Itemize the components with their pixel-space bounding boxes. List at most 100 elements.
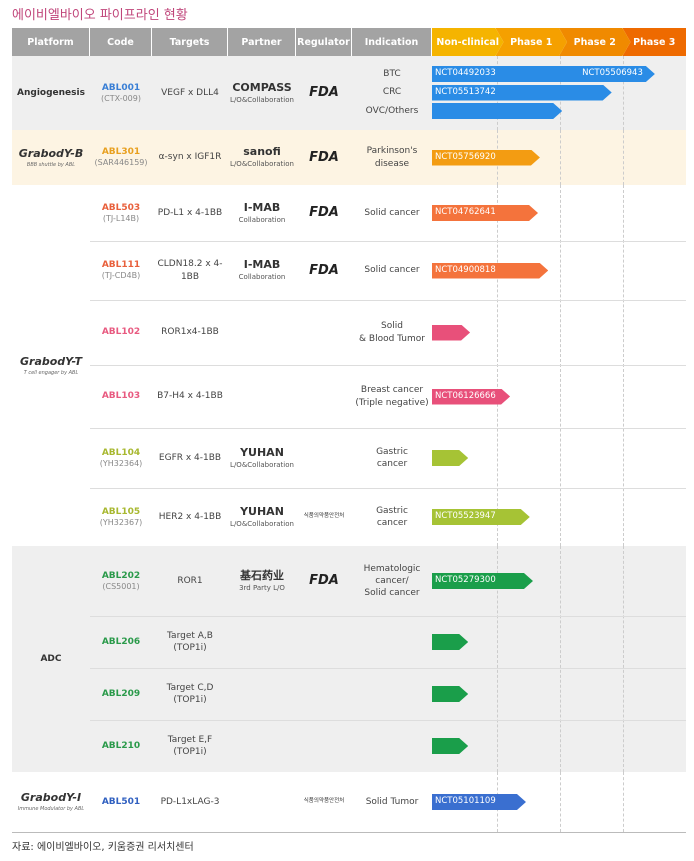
cell: ROR1x4-1BB xyxy=(152,300,228,365)
platform-sub: BBB shuttle by ABL xyxy=(26,161,76,168)
regulator: FDA xyxy=(309,205,339,221)
text-line: Angiogenesis xyxy=(17,87,85,98)
cell: Parkinson's disease xyxy=(352,130,432,185)
text-line: Target E,F xyxy=(167,734,213,745)
text-line: Solid cancer xyxy=(364,207,420,218)
cell: 基石药业 3rd Party L/O xyxy=(228,546,296,616)
bar: NCT05513742 xyxy=(432,85,612,101)
code: ABL102 xyxy=(101,327,141,338)
bar-label: NCT05279300 xyxy=(435,575,496,585)
cell: FDA xyxy=(296,130,352,185)
partner-note: Collaboration xyxy=(238,273,286,282)
text-line: Gastric xyxy=(376,505,408,516)
cell: Solid Tumor xyxy=(352,772,432,832)
cell: ABL202 (CS5001) xyxy=(90,546,152,616)
header-cell: Regulator xyxy=(296,28,351,56)
cell: ABL503 (TJ-L14B) xyxy=(90,185,152,241)
header-cell: Platform xyxy=(12,28,89,56)
text-line: GrabodY-B xyxy=(18,146,84,160)
text-line: Gastric xyxy=(376,446,408,457)
partner-logo: 基石药业 xyxy=(240,568,284,582)
cell: ADC xyxy=(12,546,90,772)
cell: Solid & Blood Tumor xyxy=(352,300,432,365)
cell: CLDN18.2 x 4-1BB xyxy=(152,241,228,300)
cell: ABL104 (YH32364) xyxy=(90,428,152,488)
text-line: Target A,B xyxy=(167,630,213,641)
text-line: ADC xyxy=(40,653,62,664)
phase-divider xyxy=(560,546,561,772)
cell: Target A,B (TOP1i) xyxy=(152,616,228,668)
text-line: Solid cancer xyxy=(364,588,420,599)
text-line: PD-L1 x 4-1BB xyxy=(157,207,223,218)
code-sub: (CTX-009) xyxy=(101,93,141,103)
phase-header: Non-clinical xyxy=(432,28,504,56)
phase-divider xyxy=(560,772,561,832)
cell: Breast cancer (Triple negative) xyxy=(352,365,432,428)
text-line: & Blood Tumor xyxy=(359,333,425,344)
cell: Solid cancer xyxy=(352,185,432,241)
bar-label: NCT05523947 xyxy=(435,511,496,521)
text-line: (TOP1i) xyxy=(173,747,207,757)
bar: NCT05101109 xyxy=(432,794,526,810)
text-line: Solid cancer xyxy=(364,265,420,276)
cell: I-MAB Collaboration xyxy=(228,185,296,241)
text-line: PD-L1xLAG-3 xyxy=(160,796,220,807)
text-line: CLDN18.2 x 4-1BB xyxy=(157,259,223,282)
text-line: ROR1 xyxy=(177,575,203,586)
header-cell: Partner xyxy=(228,28,295,56)
regulator: 식품의약품안전처 xyxy=(303,513,345,520)
cell: ABL103 xyxy=(90,365,152,428)
title: 에이비엘바이오 파이프라인 현황 xyxy=(12,8,188,23)
partner-note: L/O&Collaboration xyxy=(230,95,294,104)
cell: ABL501 xyxy=(90,772,152,832)
row-line xyxy=(90,720,686,721)
text-line: α-syn x IGF1R xyxy=(158,152,222,163)
partner-logo: YUHAN xyxy=(240,504,284,518)
partner-logo: I-MAB xyxy=(243,258,281,272)
cell: VEGF x DLL4 xyxy=(152,56,228,130)
cell: B7-H4 x 4-1BB xyxy=(152,365,228,428)
cell: 식품의약품안전처 xyxy=(296,488,352,546)
text-line: cancer xyxy=(376,459,408,469)
code-sub: (YH32364) xyxy=(99,458,143,468)
group-line xyxy=(12,832,686,833)
code: ABL103 xyxy=(101,391,141,402)
text-line: Solid Tumor xyxy=(365,796,419,807)
text-line: (Triple negative) xyxy=(355,397,429,408)
regulator: FDA xyxy=(309,262,339,278)
cell: ABL210 xyxy=(90,720,152,772)
cell: GrabodY-I Immune Modulator by ABL xyxy=(12,772,90,832)
code: ABL301 xyxy=(101,147,141,158)
text-line: B7-H4 x 4-1BB xyxy=(157,391,223,402)
cell: sanofi L/O&Collaboration xyxy=(228,130,296,185)
cell: FDA xyxy=(296,546,352,616)
cell: GrabodY-B BBB shuttle by ABL xyxy=(12,130,90,185)
partner-note: 3rd Party L/O xyxy=(239,583,285,592)
code: ABL001 xyxy=(101,82,141,93)
indication: CRC xyxy=(382,87,402,98)
indication: OVC/Others xyxy=(365,105,419,116)
cell: ABL105 (YH32367) xyxy=(90,488,152,546)
text-line: EGFR x 4-1BB xyxy=(158,452,222,463)
bar-label: NCT04492033 xyxy=(435,68,496,78)
regulator: 식품의약품안전처 xyxy=(303,798,345,805)
cell: Gastric cancer xyxy=(352,488,432,546)
cell: YUHAN L/O&Collaboration xyxy=(228,488,296,546)
phase-divider xyxy=(623,56,624,130)
cell: Target E,F (TOP1i) xyxy=(152,720,228,772)
bar-label: NCT05513742 xyxy=(435,86,496,97)
platform-sub: T cell engager by ABL xyxy=(23,369,79,376)
header-cell: Code xyxy=(90,28,151,56)
partner-logo: I-MAB xyxy=(243,200,281,214)
phase-header: Phase 2 xyxy=(559,28,631,56)
cell: COMPASS L/O&Collaboration xyxy=(228,56,296,130)
code: ABL104 xyxy=(101,447,141,458)
bar xyxy=(432,103,562,119)
cell: FDA xyxy=(296,56,352,130)
row-line xyxy=(90,300,686,301)
code-sub: (TJ-L14B) xyxy=(102,213,140,223)
code-sub: (TJ-CD4B) xyxy=(101,271,141,281)
bar xyxy=(432,634,468,650)
text-line: Hematologic xyxy=(363,563,421,574)
bar: NCT05523947 xyxy=(432,509,530,525)
